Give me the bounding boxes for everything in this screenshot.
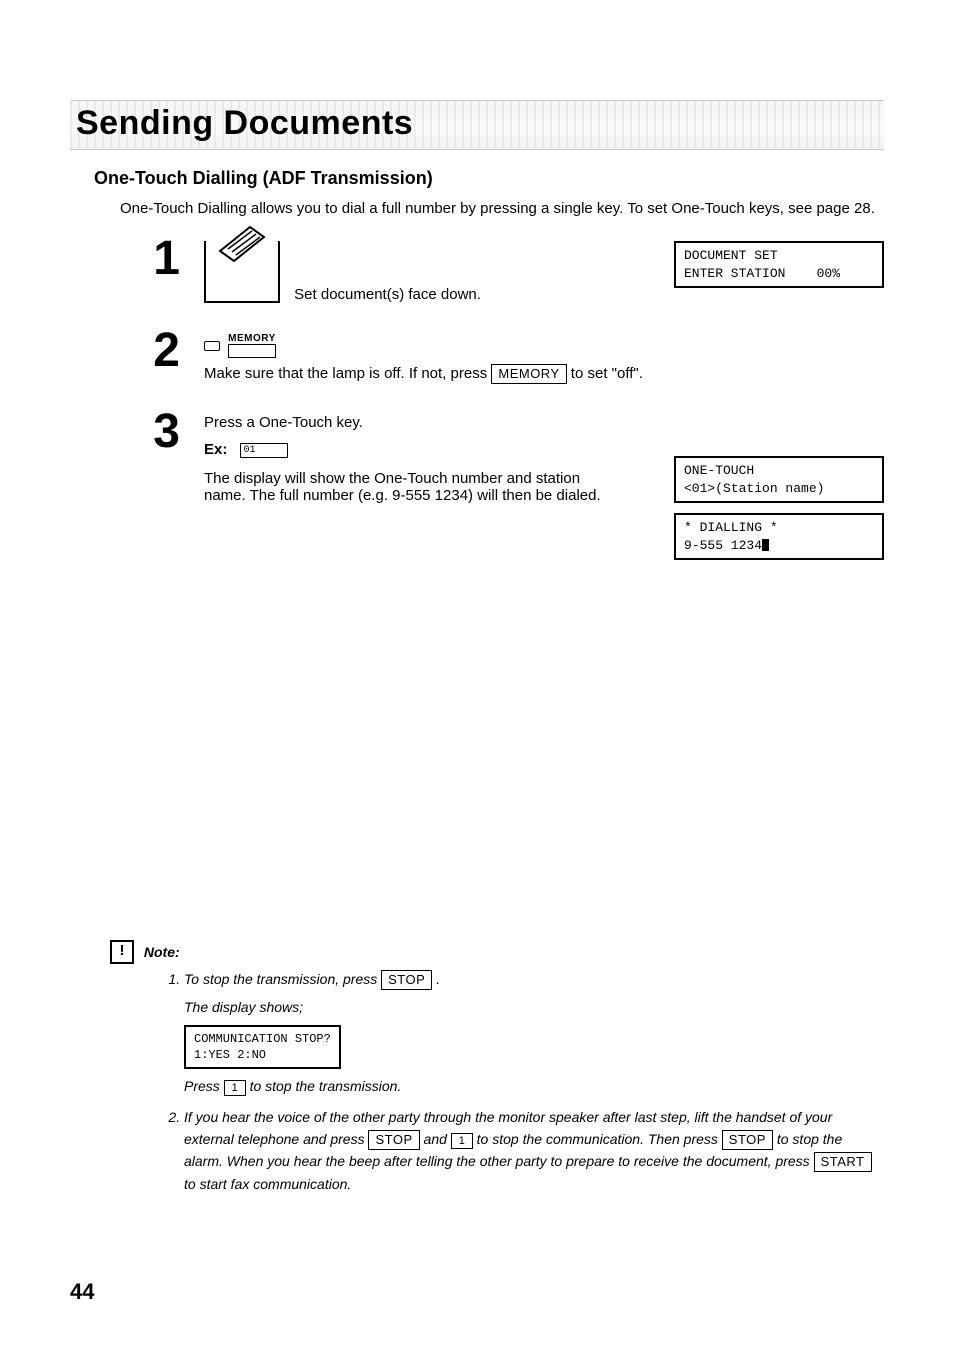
- step-body: MEMORY Make sure that the lamp is off. I…: [204, 327, 650, 384]
- lamp-icon: [204, 341, 220, 351]
- document-sheet-icon: [214, 221, 270, 263]
- example-row: Ex: 01: [204, 441, 650, 458]
- intro-paragraph: One-Touch Dialling allows you to dial a …: [120, 199, 880, 219]
- step-number: 2: [120, 327, 180, 375]
- step-3-para: The display will show the One-Touch numb…: [204, 470, 604, 504]
- note1-d: Press: [184, 1078, 224, 1094]
- step-2-text-after: to set "off".: [571, 365, 643, 382]
- note-item-1: To stop the transmission, press STOP . T…: [184, 968, 874, 1098]
- step-2: 2 MEMORY Make sure that the lamp is off.…: [120, 327, 884, 384]
- note2-c: to stop the communication. Then press: [477, 1131, 722, 1147]
- step-1: 1 Set document(s) face down. DOCUMENT SE…: [120, 235, 884, 303]
- stop-key: STOP: [368, 1130, 419, 1150]
- step-2-text: Make sure that the lamp is off. If not, …: [204, 364, 650, 384]
- lcd-line: 9-555 1234: [684, 538, 762, 553]
- note-block: ! Note: To stop the transmission, press …: [110, 940, 874, 1203]
- alert-icon: !: [110, 940, 134, 964]
- note1-e: to stop the transmission.: [250, 1078, 402, 1094]
- step-3-line1: Press a One-Touch key.: [204, 414, 650, 431]
- step-number: 1: [120, 235, 180, 283]
- one-key: 1: [224, 1080, 246, 1096]
- lcd-display: COMMUNICATION STOP? 1:YES 2:NO: [184, 1025, 341, 1069]
- lcd-display: * DIALLING * 9-555 1234: [674, 513, 884, 560]
- note-list: To stop the transmission, press STOP . T…: [184, 968, 874, 1195]
- step-2-text-before: Make sure that the lamp is off. If not, …: [204, 365, 491, 382]
- page-number: 44: [70, 1279, 94, 1305]
- step-body: Press a One-Touch key. Ex: 01 The displa…: [204, 408, 650, 504]
- cursor-icon: [762, 539, 769, 551]
- step-number: 3: [120, 408, 180, 456]
- step-3: 3 Press a One-Touch key. Ex: 01 The disp…: [120, 408, 884, 560]
- step-3-lcd-col: ONE-TOUCH <01>(Station name) * DIALLING …: [674, 408, 884, 560]
- step-1-text: Set document(s) face down.: [294, 286, 481, 303]
- note1-c: The display shows;: [184, 996, 874, 1018]
- step-body: Set document(s) face down.: [204, 235, 650, 303]
- note-label: Note:: [144, 944, 180, 960]
- document-tray-icon: [204, 241, 280, 303]
- lcd-display: ONE-TOUCH <01>(Station name): [674, 456, 884, 503]
- lcd-line: * DIALLING *: [684, 520, 778, 535]
- memory-key: MEMORY: [491, 364, 566, 384]
- manual-page: Sending Documents One-Touch Dialling (AD…: [0, 0, 954, 1349]
- one-key: 1: [451, 1133, 473, 1149]
- note1-b: .: [436, 971, 440, 987]
- stop-key: STOP: [381, 970, 432, 990]
- memory-lamp-block: MEMORY: [204, 333, 276, 358]
- ex-box: 01: [240, 443, 288, 458]
- stop-key: STOP: [722, 1130, 773, 1150]
- ex-label: Ex:: [204, 441, 227, 458]
- start-key: START: [814, 1152, 872, 1172]
- note2-e: to start fax communication.: [184, 1176, 351, 1192]
- section-subtitle: One-Touch Dialling (ADF Transmission): [94, 168, 884, 189]
- note-item-2: If you hear the voice of the other party…: [184, 1106, 874, 1196]
- step-2-right: [674, 327, 884, 333]
- page-title-band: Sending Documents: [70, 100, 884, 150]
- lcd-display: DOCUMENT SET ENTER STATION 00%: [674, 241, 884, 288]
- note1-a: To stop the transmission, press: [184, 971, 381, 987]
- page-title: Sending Documents: [70, 100, 884, 147]
- memory-label: MEMORY: [228, 333, 276, 344]
- step-1-lcd-col: DOCUMENT SET ENTER STATION 00%: [674, 235, 884, 288]
- note2-b: and: [424, 1131, 451, 1147]
- memory-button-icon: [228, 344, 276, 358]
